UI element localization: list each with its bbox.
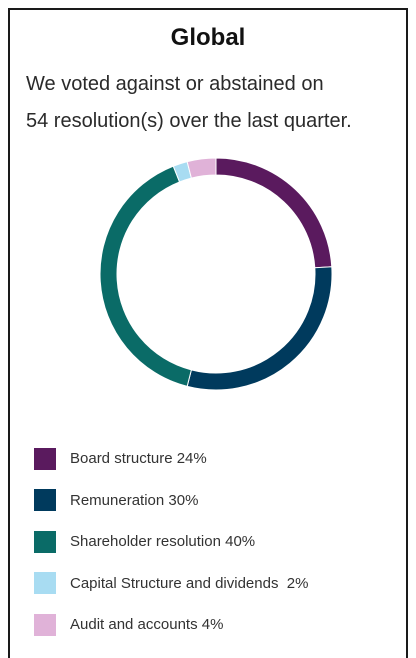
legend-item: Board structure 24% (34, 438, 404, 480)
summary-card: Global We voted against or abstained on … (8, 8, 408, 658)
legend: Board structure 24% Remuneration 30% Sha… (34, 438, 404, 646)
legend-label: Board structure 24% (70, 450, 207, 468)
legend-item: Audit and accounts 4% (34, 604, 404, 646)
donut-slice (186, 266, 332, 390)
donut-slice (186, 158, 217, 179)
chart-title: Global (170, 24, 246, 51)
legend-item: Remuneration 30% (34, 480, 404, 522)
legend-label: Audit and accounts 4% (70, 616, 224, 634)
legend-label: Remuneration 30% (70, 491, 199, 509)
donut-chart (100, 158, 332, 390)
legend-label: Shareholder resolution 40% (70, 533, 256, 551)
subtitle-line: 54 resolution(s) over the last quarter. (26, 110, 352, 132)
legend-swatch (34, 447, 56, 470)
chart-subtitle: We voted against or abstained on 54 reso… (26, 66, 396, 140)
donut-slice (215, 158, 332, 269)
legend-swatch (34, 489, 56, 512)
legend-swatch (34, 530, 56, 553)
donut-slice (100, 165, 192, 387)
legend-item: Shareholder resolution 40% (34, 521, 404, 563)
legend-item: Capital Structure and dividends 2% (34, 563, 404, 605)
subtitle-line: We voted against or abstained on (26, 73, 324, 95)
legend-label: Capital Structure and dividends 2% (70, 574, 309, 592)
legend-swatch (34, 572, 56, 595)
legend-swatch (34, 613, 56, 636)
